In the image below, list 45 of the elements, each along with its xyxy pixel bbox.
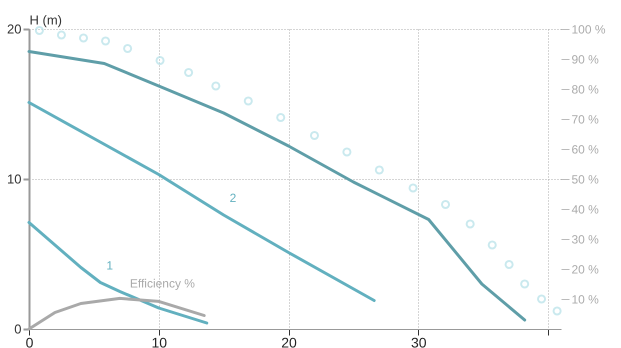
point [466,219,475,229]
x-tick-label: 0 [26,334,34,348]
point [310,130,319,140]
y2-tick-label: 10 % [572,292,600,306]
line-series [28,101,376,302]
line-series [28,221,208,324]
y-tick-label: 20 [7,22,22,36]
y2-tick-label: 30 % [572,232,600,246]
point [552,306,562,316]
x-tick-label: 30 [410,334,427,348]
y2-tick-label: 40 % [572,202,600,216]
point [101,36,110,46]
y-tick-label: 10 [7,172,22,186]
point [374,165,384,175]
point [78,33,88,43]
x-tick-label: 10 [151,334,168,348]
point [488,240,497,250]
series-label: 1 [106,258,114,272]
point [520,279,530,289]
point [504,260,514,270]
point [408,183,418,193]
point [342,147,352,157]
point [276,112,286,122]
point [440,200,450,210]
y2-tick-label: 90 % [572,52,600,66]
point [244,96,253,106]
y-tick-label: 0 [14,322,22,336]
point [211,81,220,91]
line-series [28,50,526,322]
y2-tick-label: 70 % [572,112,600,126]
y2-tick-label: 20 % [572,262,600,276]
y-axis-title: H (m) [30,12,62,28]
point [156,56,165,66]
point [56,30,66,40]
series-label: Efficiency % [130,276,196,290]
x-tick-label: 20 [281,334,298,348]
y2-tick-label: 60 % [572,142,600,156]
point [537,294,546,304]
y2-tick-label: 50 % [572,172,600,186]
point [123,44,132,54]
series-label: 2 [230,191,237,205]
y2-tick-label: 80 % [572,82,600,96]
point [184,68,194,78]
y2-tick-label: 100 % [572,22,606,36]
point [34,26,44,36]
